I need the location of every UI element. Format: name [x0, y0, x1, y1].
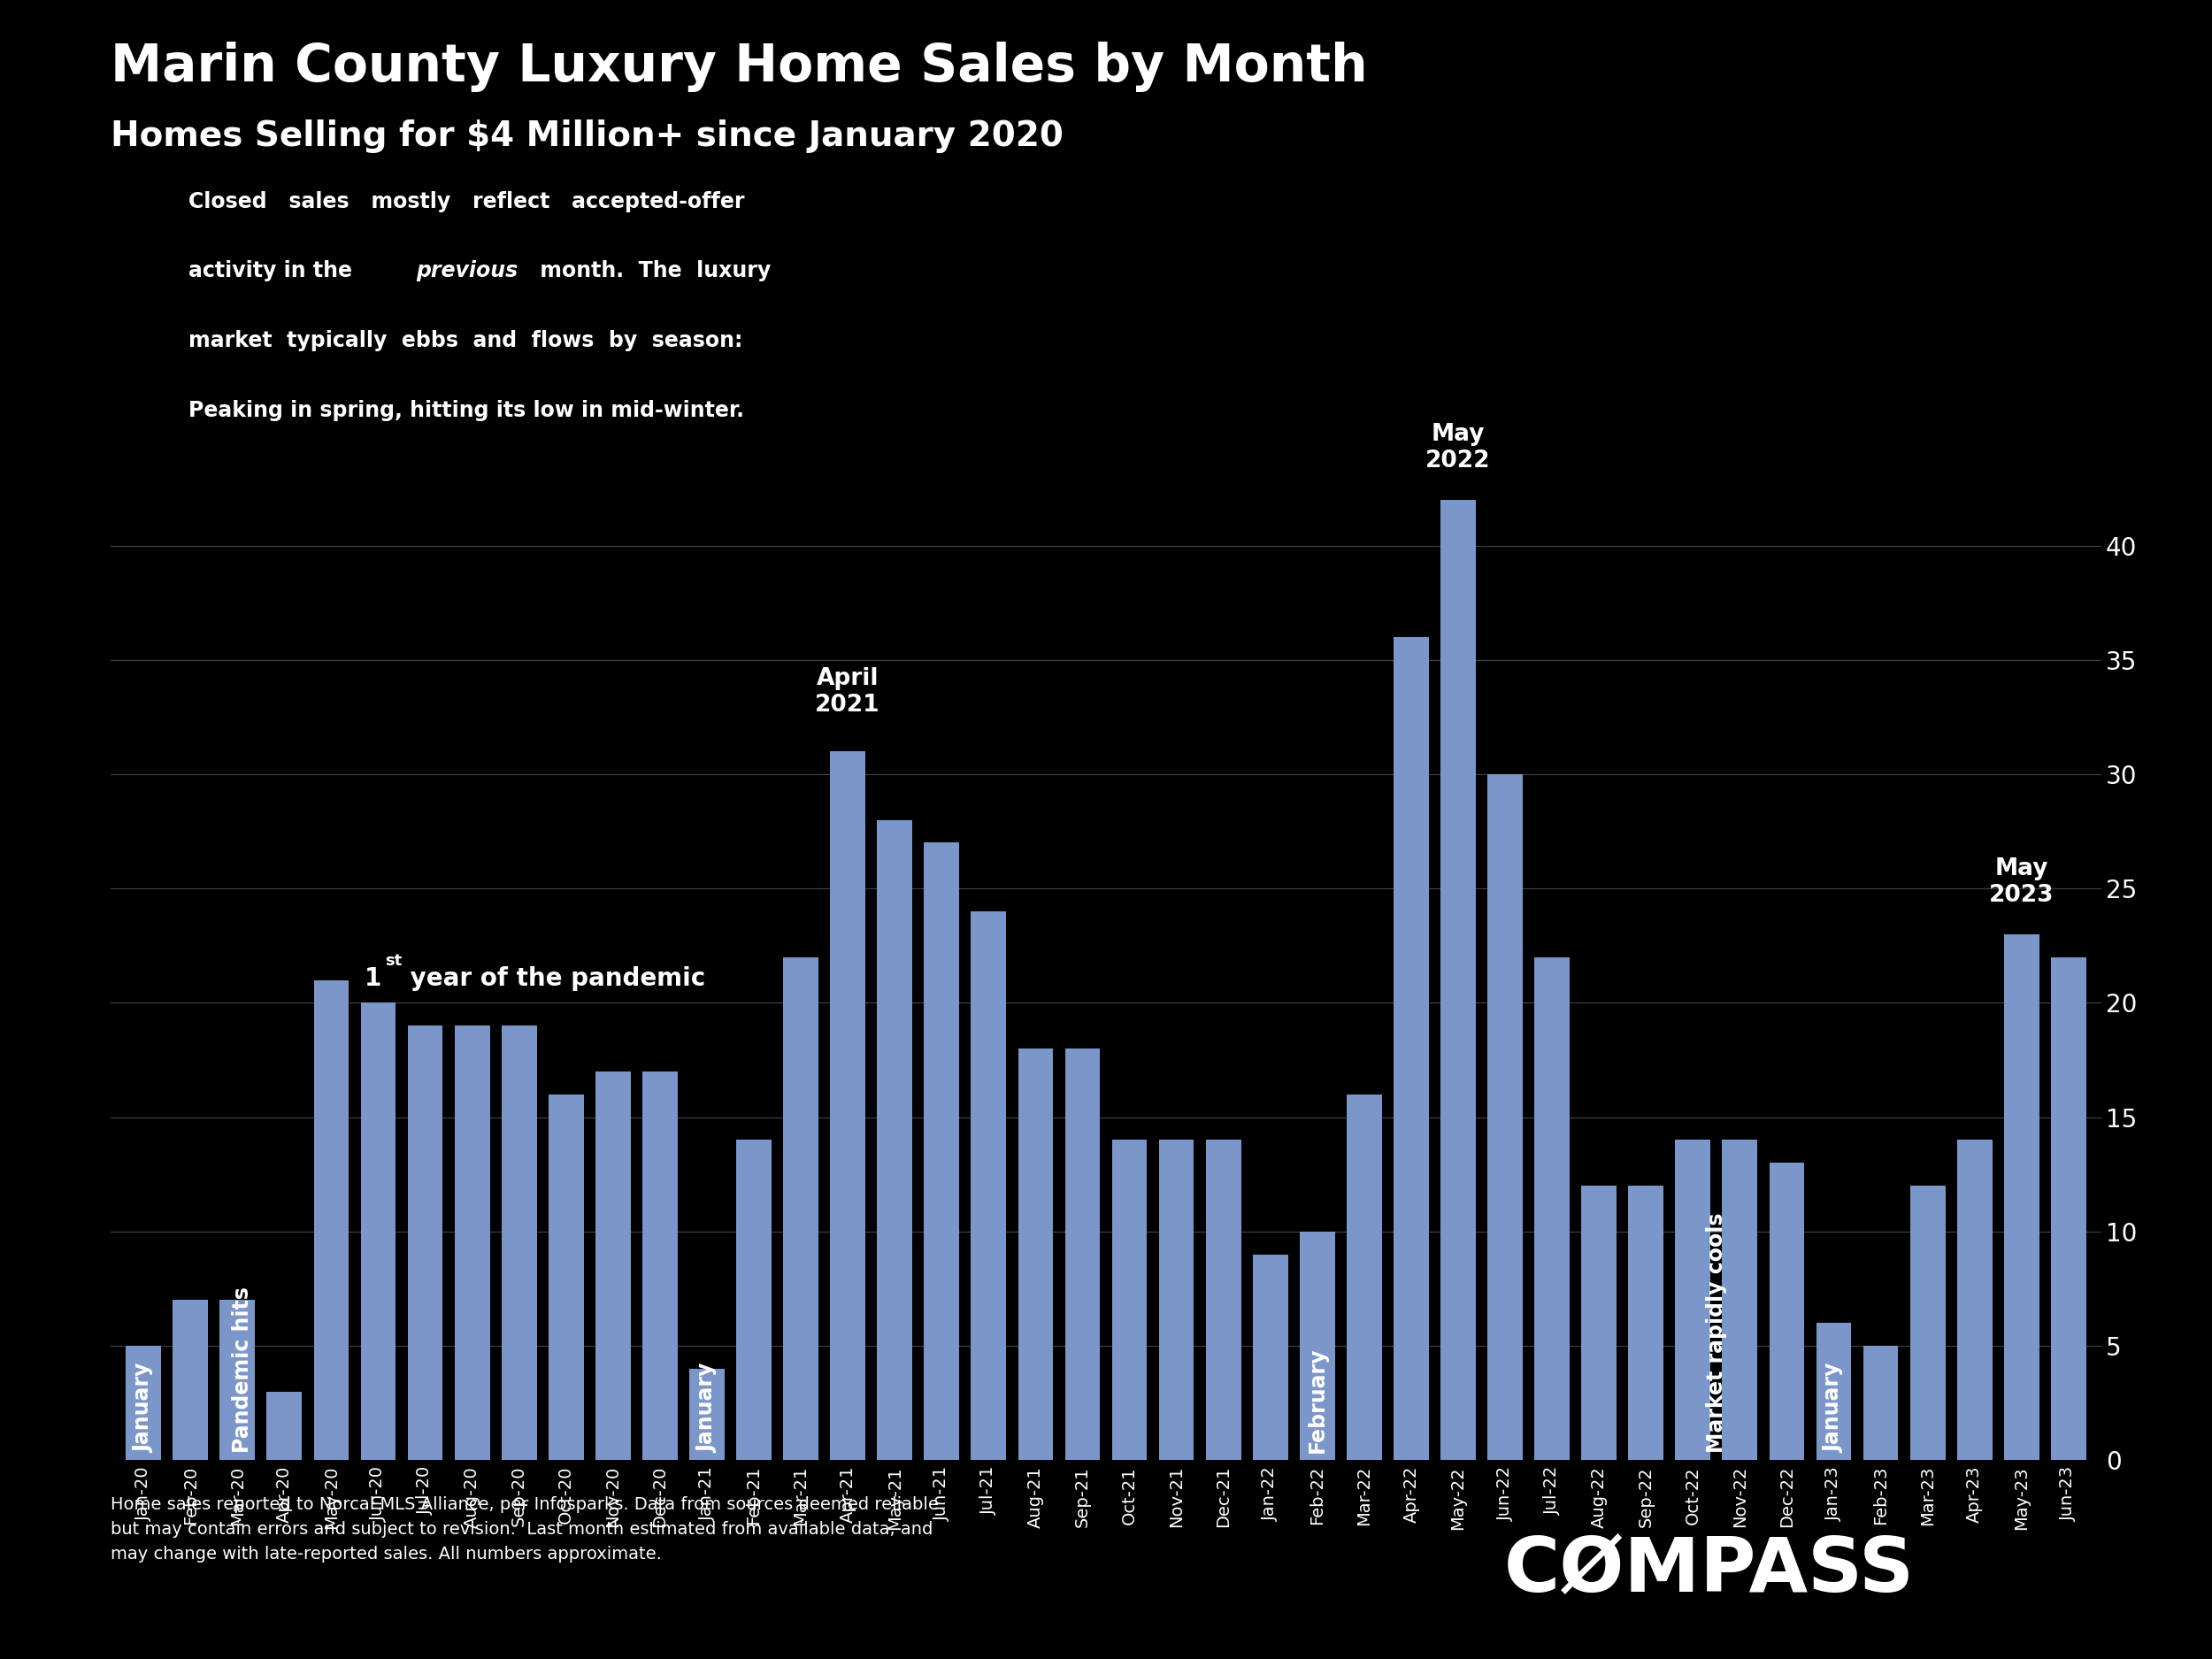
Bar	[690, 1369, 726, 1460]
Bar	[1394, 637, 1429, 1460]
Bar	[1770, 1163, 1805, 1460]
Text: Marin County Luxury Home Sales by Month: Marin County Luxury Home Sales by Month	[111, 41, 1367, 91]
Bar	[1863, 1345, 1898, 1460]
Bar	[1252, 1254, 1287, 1460]
Bar	[595, 1072, 630, 1460]
Bar	[1674, 1140, 1710, 1460]
Text: 1: 1	[365, 967, 380, 992]
Bar	[173, 1301, 208, 1460]
Text: previous: previous	[416, 260, 518, 282]
Bar	[453, 1025, 489, 1460]
Bar	[1347, 1095, 1382, 1460]
Bar	[737, 1140, 772, 1460]
Bar	[1816, 1322, 1851, 1460]
Bar	[971, 911, 1006, 1460]
Text: January: January	[1823, 1364, 1845, 1453]
Bar	[361, 1002, 396, 1460]
Bar	[1206, 1140, 1241, 1460]
Text: May
2023: May 2023	[1989, 858, 2055, 907]
Text: Homes Selling for $4 Million+ since January 2020: Homes Selling for $4 Million+ since Janu…	[111, 119, 1064, 153]
Text: Pandemic hits: Pandemic hits	[232, 1287, 252, 1453]
Bar	[407, 1025, 442, 1460]
Bar	[2051, 957, 2086, 1460]
Bar	[1911, 1186, 1944, 1460]
Text: April
2021: April 2021	[816, 667, 880, 717]
Bar	[1113, 1140, 1148, 1460]
Text: January: January	[133, 1364, 155, 1453]
Bar	[1159, 1140, 1194, 1460]
Bar	[1064, 1048, 1099, 1460]
Text: market  typically  ebbs  and  flows  by  season:: market typically ebbs and flows by seaso…	[188, 330, 743, 352]
Bar	[1486, 775, 1522, 1460]
Bar	[502, 1025, 538, 1460]
Bar	[830, 752, 865, 1460]
Bar	[1723, 1140, 1759, 1460]
Bar	[641, 1072, 677, 1460]
Text: Home sales reported to Norcal MLS Alliance, per Infosparks. Data from sources de: Home sales reported to Norcal MLS Allian…	[111, 1496, 938, 1563]
Bar	[219, 1301, 254, 1460]
Bar	[878, 820, 911, 1460]
Bar	[1628, 1186, 1663, 1460]
Text: Peaking in spring, hitting its low in mid-winter.: Peaking in spring, hitting its low in mi…	[188, 400, 743, 421]
Text: activity in the: activity in the	[188, 260, 358, 282]
Text: st: st	[385, 952, 403, 969]
Text: Market rapidly cools: Market rapidly cools	[1705, 1213, 1728, 1453]
Bar	[1958, 1140, 1993, 1460]
Text: month.  The  luxury: month. The luxury	[533, 260, 772, 282]
Text: May
2022: May 2022	[1425, 423, 1491, 473]
Bar	[783, 957, 818, 1460]
Text: year of the pandemic: year of the pandemic	[403, 967, 706, 992]
Bar	[268, 1392, 301, 1460]
Text: February: February	[1307, 1347, 1327, 1453]
Bar	[1018, 1048, 1053, 1460]
Bar	[2004, 934, 2039, 1460]
Bar	[1582, 1186, 1617, 1460]
Bar	[549, 1095, 584, 1460]
Text: January: January	[697, 1364, 717, 1453]
Bar	[126, 1345, 161, 1460]
Bar	[1440, 499, 1475, 1460]
Text: CØMPASS: CØMPASS	[1504, 1535, 1916, 1608]
Bar	[1301, 1231, 1334, 1460]
Bar	[1535, 957, 1571, 1460]
Text: Closed   sales   mostly   reflect   accepted-offer: Closed sales mostly reflect accepted-off…	[188, 191, 743, 212]
Bar	[925, 843, 960, 1460]
Bar	[314, 980, 349, 1460]
